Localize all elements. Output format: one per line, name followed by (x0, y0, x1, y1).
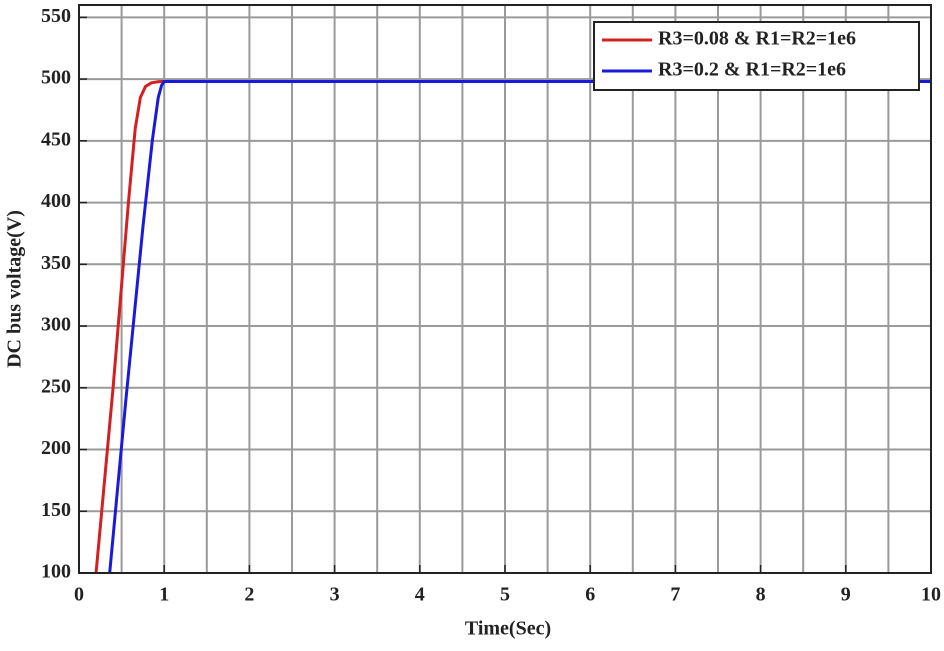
x-tick-label: 4 (415, 584, 425, 606)
x-tick-label: 9 (841, 584, 851, 606)
x-tick-label: 7 (670, 584, 680, 606)
x-tick-label: 10 (921, 584, 941, 606)
y-tick-label: 350 (41, 252, 71, 274)
x-tick-label: 6 (585, 584, 595, 606)
y-tick-label: 250 (41, 375, 71, 397)
x-tick-label: 0 (74, 584, 84, 606)
series-line (108, 80, 931, 573)
legend-label: R3=0.2 & R1=R2=1e6 (658, 59, 846, 81)
plot-border (78, 4, 932, 574)
y-tick-label: 100 (41, 561, 71, 583)
plot-lines (94, 80, 931, 573)
y-tick-label: 550 (41, 5, 71, 27)
legend-box (593, 21, 920, 91)
x-tick-label: 8 (756, 584, 766, 606)
y-tick-label: 300 (41, 314, 71, 336)
x-tick-label: 1 (159, 584, 169, 606)
legend-label: R3=0.08 & R1=R2=1e6 (658, 28, 856, 50)
y-tick-label: 150 (41, 499, 71, 521)
series-line (94, 80, 931, 573)
x-tick-label: 3 (330, 584, 340, 606)
x-tick-label: 5 (500, 584, 510, 606)
x-axis-label: Time(Sec) (465, 618, 551, 640)
y-tick-label: 200 (41, 437, 71, 459)
y-tick-label: 400 (41, 190, 71, 212)
y-tick-label: 500 (41, 67, 71, 89)
x-tick-label: 2 (244, 584, 254, 606)
y-tick-label: 450 (41, 128, 71, 150)
y-axis-label: DC bus voltage(V) (4, 210, 26, 368)
